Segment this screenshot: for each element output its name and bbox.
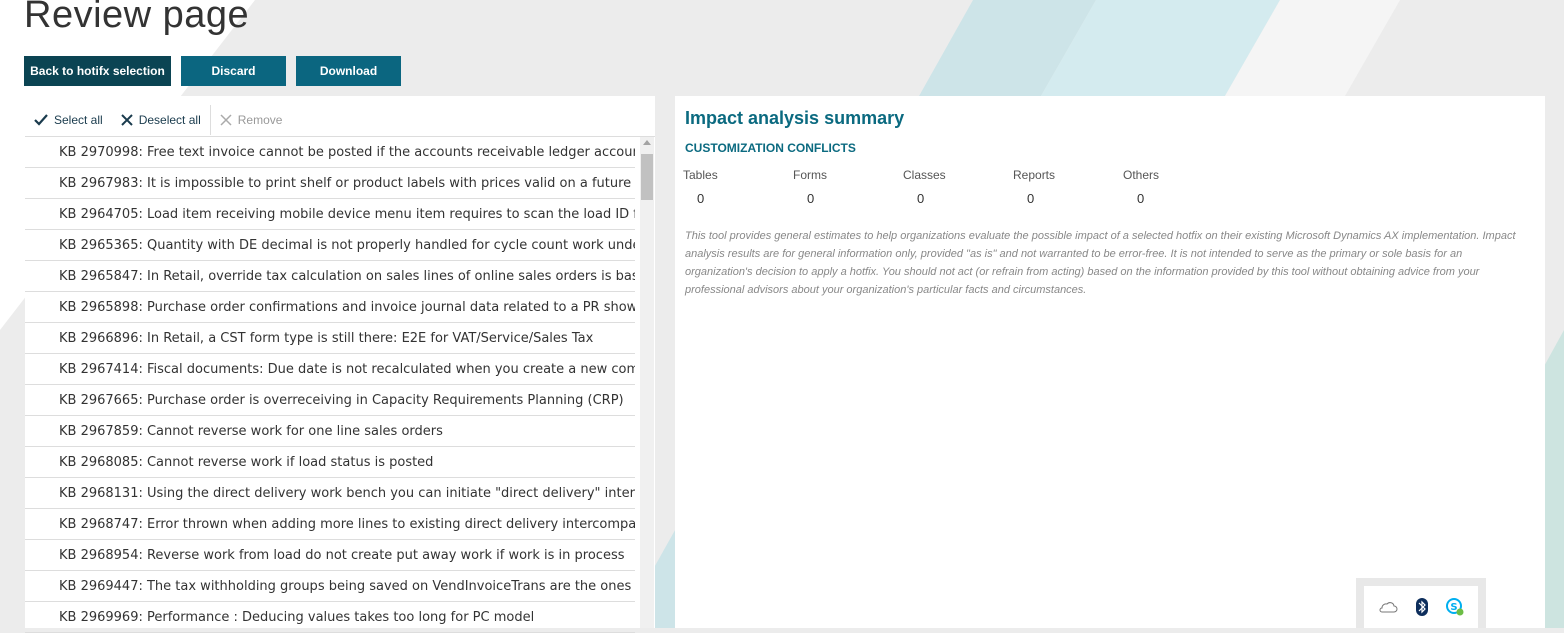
conflict-classes: Classes 0 xyxy=(903,168,1013,206)
hotfix-list-panel: Select all Deselect all Remove KB 297099… xyxy=(25,96,655,633)
conflict-tables: Tables 0 xyxy=(683,168,793,206)
disclaimer-text: This tool provides general estimates to … xyxy=(685,230,1516,296)
customization-conflicts-heading: CUSTOMIZATION CONFLICTS xyxy=(685,141,856,155)
conflict-label: Others xyxy=(1123,168,1160,182)
conflict-label: Tables xyxy=(683,168,718,182)
conflict-label: Reports xyxy=(1013,168,1056,182)
conflict-label: Classes xyxy=(903,168,946,182)
impact-analysis-panel: Impact analysis summary CUSTOMIZATION CO… xyxy=(675,96,1545,628)
remove-label: Remove xyxy=(237,113,283,127)
list-scrollbar[interactable] xyxy=(640,137,654,628)
hotfix-list-item[interactable]: KB 2967859: Cannot reverse work for one … xyxy=(25,416,635,447)
hotfix-list-item[interactable]: KB 2968085: Cannot reverse work if load … xyxy=(25,447,635,478)
conflict-count: 0 xyxy=(1027,191,1035,206)
conflict-others: Others 0 xyxy=(1123,168,1233,206)
list-toolbar: Select all Deselect all Remove xyxy=(25,96,655,137)
conflict-count: 0 xyxy=(807,191,815,206)
hotfix-list-item[interactable]: KB 2968131: Using the direct delivery wo… xyxy=(25,478,635,509)
conflict-count: 0 xyxy=(1137,191,1145,206)
hotfix-list-item[interactable]: KB 2968747: Error thrown when adding mor… xyxy=(25,509,635,540)
hotfix-list-item[interactable]: KB 2969969: Performance : Deducing value… xyxy=(25,602,635,633)
checkmark-icon xyxy=(34,114,48,126)
skype-icon[interactable]: S xyxy=(1445,598,1464,616)
system-tray-popup: S xyxy=(1356,578,1486,628)
bluetooth-icon[interactable] xyxy=(1415,598,1429,616)
hotfix-list-item[interactable]: KB 2969447: The tax withholding groups b… xyxy=(25,571,635,602)
deselect-all-label: Deselect all xyxy=(138,113,201,127)
hotfix-list-item[interactable]: KB 2965847: In Retail, override tax calc… xyxy=(25,261,635,292)
hotfix-list-item[interactable]: KB 2968954: Reverse work from load do no… xyxy=(25,540,635,571)
hotfix-list-item[interactable]: KB 2970998: Free text invoice cannot be … xyxy=(25,137,635,168)
onedrive-icon[interactable] xyxy=(1378,600,1398,614)
close-icon xyxy=(120,114,133,126)
select-all-label: Select all xyxy=(54,113,103,127)
hotfix-list: KB 2970998: Free text invoice cannot be … xyxy=(25,137,635,633)
scroll-up-arrow-icon[interactable] xyxy=(643,140,651,145)
hotfix-list-item[interactable]: KB 2967665: Purchase order is overreceiv… xyxy=(25,385,635,416)
hotfix-list-item[interactable]: KB 2965365: Quantity with DE decimal is … xyxy=(25,230,635,261)
remove-button[interactable]: Remove xyxy=(209,105,292,135)
close-icon xyxy=(220,114,232,126)
hotfix-list-item[interactable]: KB 2967414: Fiscal documents: Due date i… xyxy=(25,354,635,385)
discard-button[interactable]: Discard xyxy=(181,56,286,86)
conflict-count: 0 xyxy=(697,191,705,206)
select-all-button[interactable]: Select all xyxy=(25,113,112,127)
conflict-label: Forms xyxy=(793,168,827,182)
conflict-reports: Reports 0 xyxy=(1013,168,1123,206)
back-to-hotfix-selection-button[interactable]: Back to hotifx selection xyxy=(24,56,171,86)
page-title: Review page xyxy=(24,0,250,36)
svg-text:S: S xyxy=(1450,602,1457,613)
hotfix-list-item[interactable]: KB 2965898: Purchase order confirmations… xyxy=(25,292,635,323)
hotfix-list-item[interactable]: KB 2967983: It is impossible to print sh… xyxy=(25,168,635,199)
conflict-forms: Forms 0 xyxy=(793,168,903,206)
summary-title: Impact analysis summary xyxy=(685,108,905,128)
conflict-count: 0 xyxy=(917,191,925,206)
scrollbar-thumb[interactable] xyxy=(641,154,653,200)
hotfix-list-item[interactable]: KB 2966896: In Retail, a CST form type i… xyxy=(25,323,635,354)
deselect-all-button[interactable]: Deselect all xyxy=(112,113,210,127)
download-button[interactable]: Download xyxy=(296,56,401,86)
hotfix-list-item[interactable]: KB 2964705: Load item receiving mobile d… xyxy=(25,199,635,230)
